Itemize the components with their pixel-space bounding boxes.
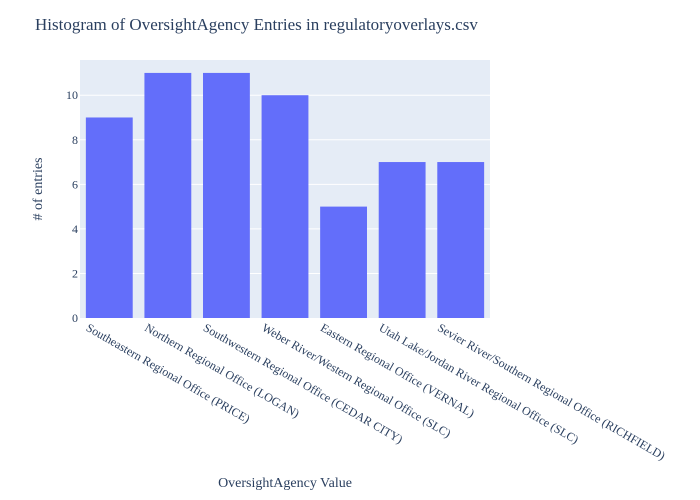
y-axis-ticks: 0 2 4 6 8 10 [66,88,78,325]
y-tick-label: 8 [72,133,78,147]
y-tick-label: 0 [72,311,78,325]
y-axis-title: # of entries [31,158,46,221]
chart-title: Histogram of OversightAgency Entries in … [35,15,478,34]
bar [261,95,309,318]
bar [320,206,367,318]
bar [85,117,133,318]
x-tick-label: Sevier River/Southern Regional Office (R… [435,320,668,462]
y-tick-label: 4 [72,222,78,236]
bar [144,72,192,319]
bar [203,72,250,319]
y-tick-label: 6 [72,177,78,191]
x-axis-ticks: Southeastern Regional Office (PRICE)Nort… [84,320,668,462]
y-tick-label: 10 [66,88,78,102]
bar [437,162,485,318]
x-axis-title: OversightAgency Value [218,476,352,491]
bar [378,162,426,318]
bars [85,72,485,319]
y-tick-label: 2 [72,266,78,280]
